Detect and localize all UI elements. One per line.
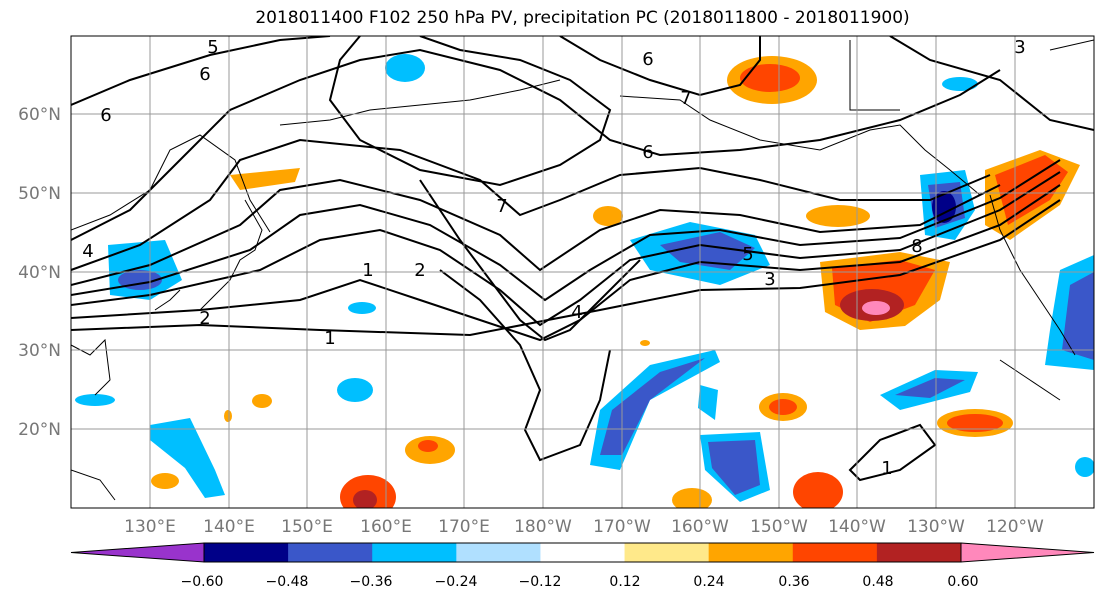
lat-label: 40°N xyxy=(18,263,61,283)
lon-label: 140°E xyxy=(203,517,255,537)
lon-label: 140°W xyxy=(828,517,886,537)
colorbar-tick: 0.12 xyxy=(609,574,640,590)
colorbar-tick: 0.48 xyxy=(862,574,893,590)
lon-label: 170°W xyxy=(593,517,651,537)
lat-label: 60°N xyxy=(18,105,61,125)
precipitation-shading xyxy=(75,54,1094,508)
latitude-labels: 60°N 50°N 40°N 30°N 20°N xyxy=(18,105,61,440)
contour-label: 4 xyxy=(82,241,93,262)
contour-label: 8 xyxy=(911,236,922,257)
contour-label: 1 xyxy=(324,328,335,349)
lon-label: 150°E xyxy=(281,517,333,537)
colorbar-swatch xyxy=(708,543,794,562)
map-title: 2018011400 F102 250 hPa PV, precipitatio… xyxy=(255,8,910,28)
lon-label: 120°W xyxy=(986,517,1044,537)
contour-label: 1 xyxy=(881,458,892,479)
contour-label: 7 xyxy=(496,196,507,217)
colorbar-swatch xyxy=(372,543,457,562)
contour-label: 6 xyxy=(642,49,653,70)
contour-label: 3 xyxy=(764,269,775,290)
graticule xyxy=(71,36,1094,508)
lon-label: 180°W xyxy=(514,517,572,537)
colorbar-swatch xyxy=(624,543,710,562)
lat-label: 20°N xyxy=(18,420,61,440)
map-frame xyxy=(70,35,1095,509)
contour-label: 1 xyxy=(362,260,373,281)
colorbar-extend-high xyxy=(960,542,1095,563)
colorbar-swatch xyxy=(288,543,373,562)
colorbar-tick: −0.12 xyxy=(519,574,562,590)
colorbar-swatch xyxy=(792,543,878,562)
map-panel: 5 6 6 6 7 6 7 1 2 2 1 4 5 3 8 4 1 3 xyxy=(71,36,1094,508)
colorbar-swatch xyxy=(876,543,962,562)
contour-label: 6 xyxy=(642,142,653,163)
colorbar-tick: 0.36 xyxy=(778,574,809,590)
contour-label: 2 xyxy=(414,260,425,281)
lon-label: 160°E xyxy=(360,517,412,537)
colorbar-outline xyxy=(203,542,962,563)
contour-label: 3 xyxy=(1014,37,1025,58)
contour-label: 6 xyxy=(199,64,210,85)
colorbar-tick: −0.36 xyxy=(350,574,393,590)
colorbar-tick: 0.60 xyxy=(947,574,978,590)
colorbar-swatch xyxy=(456,543,541,562)
coastlines xyxy=(71,39,1094,501)
lon-label: 150°W xyxy=(750,517,808,537)
contour-label: 2 xyxy=(199,308,210,329)
colorbar-swatch xyxy=(540,543,626,562)
contour-label: 6 xyxy=(100,105,111,126)
colorbar-swatch xyxy=(204,543,289,562)
colorbar-tick: −0.60 xyxy=(181,574,224,590)
colorbar-tick: −0.24 xyxy=(435,574,478,590)
lat-label: 30°N xyxy=(18,341,61,361)
lon-label: 130°E xyxy=(124,517,176,537)
lon-label: 160°W xyxy=(671,517,729,537)
contour-label: 7 xyxy=(680,88,691,109)
lon-label: 170°E xyxy=(438,517,490,537)
contour-labels: 5 6 6 6 7 6 7 1 2 2 1 4 5 3 8 4 1 3 xyxy=(82,37,1025,479)
colorbar-ticks: −0.60 −0.48 −0.36 −0.24 −0.12 0.12 0.24 … xyxy=(181,574,979,590)
pv-contours xyxy=(71,36,1094,482)
lon-label: 130°W xyxy=(907,517,965,537)
colorbar-extend-low xyxy=(70,542,205,563)
lat-label: 50°N xyxy=(18,184,61,204)
colorbar-tick: 0.24 xyxy=(693,574,724,590)
colorbar xyxy=(70,542,1095,563)
contour-label: 4 xyxy=(571,302,582,323)
colorbar-tick: −0.48 xyxy=(266,574,309,590)
contour-label: 5 xyxy=(207,37,218,58)
longitude-labels: 130°E 140°E 150°E 160°E 170°E 180°W 170°… xyxy=(124,517,1044,537)
contour-label: 5 xyxy=(742,244,753,265)
